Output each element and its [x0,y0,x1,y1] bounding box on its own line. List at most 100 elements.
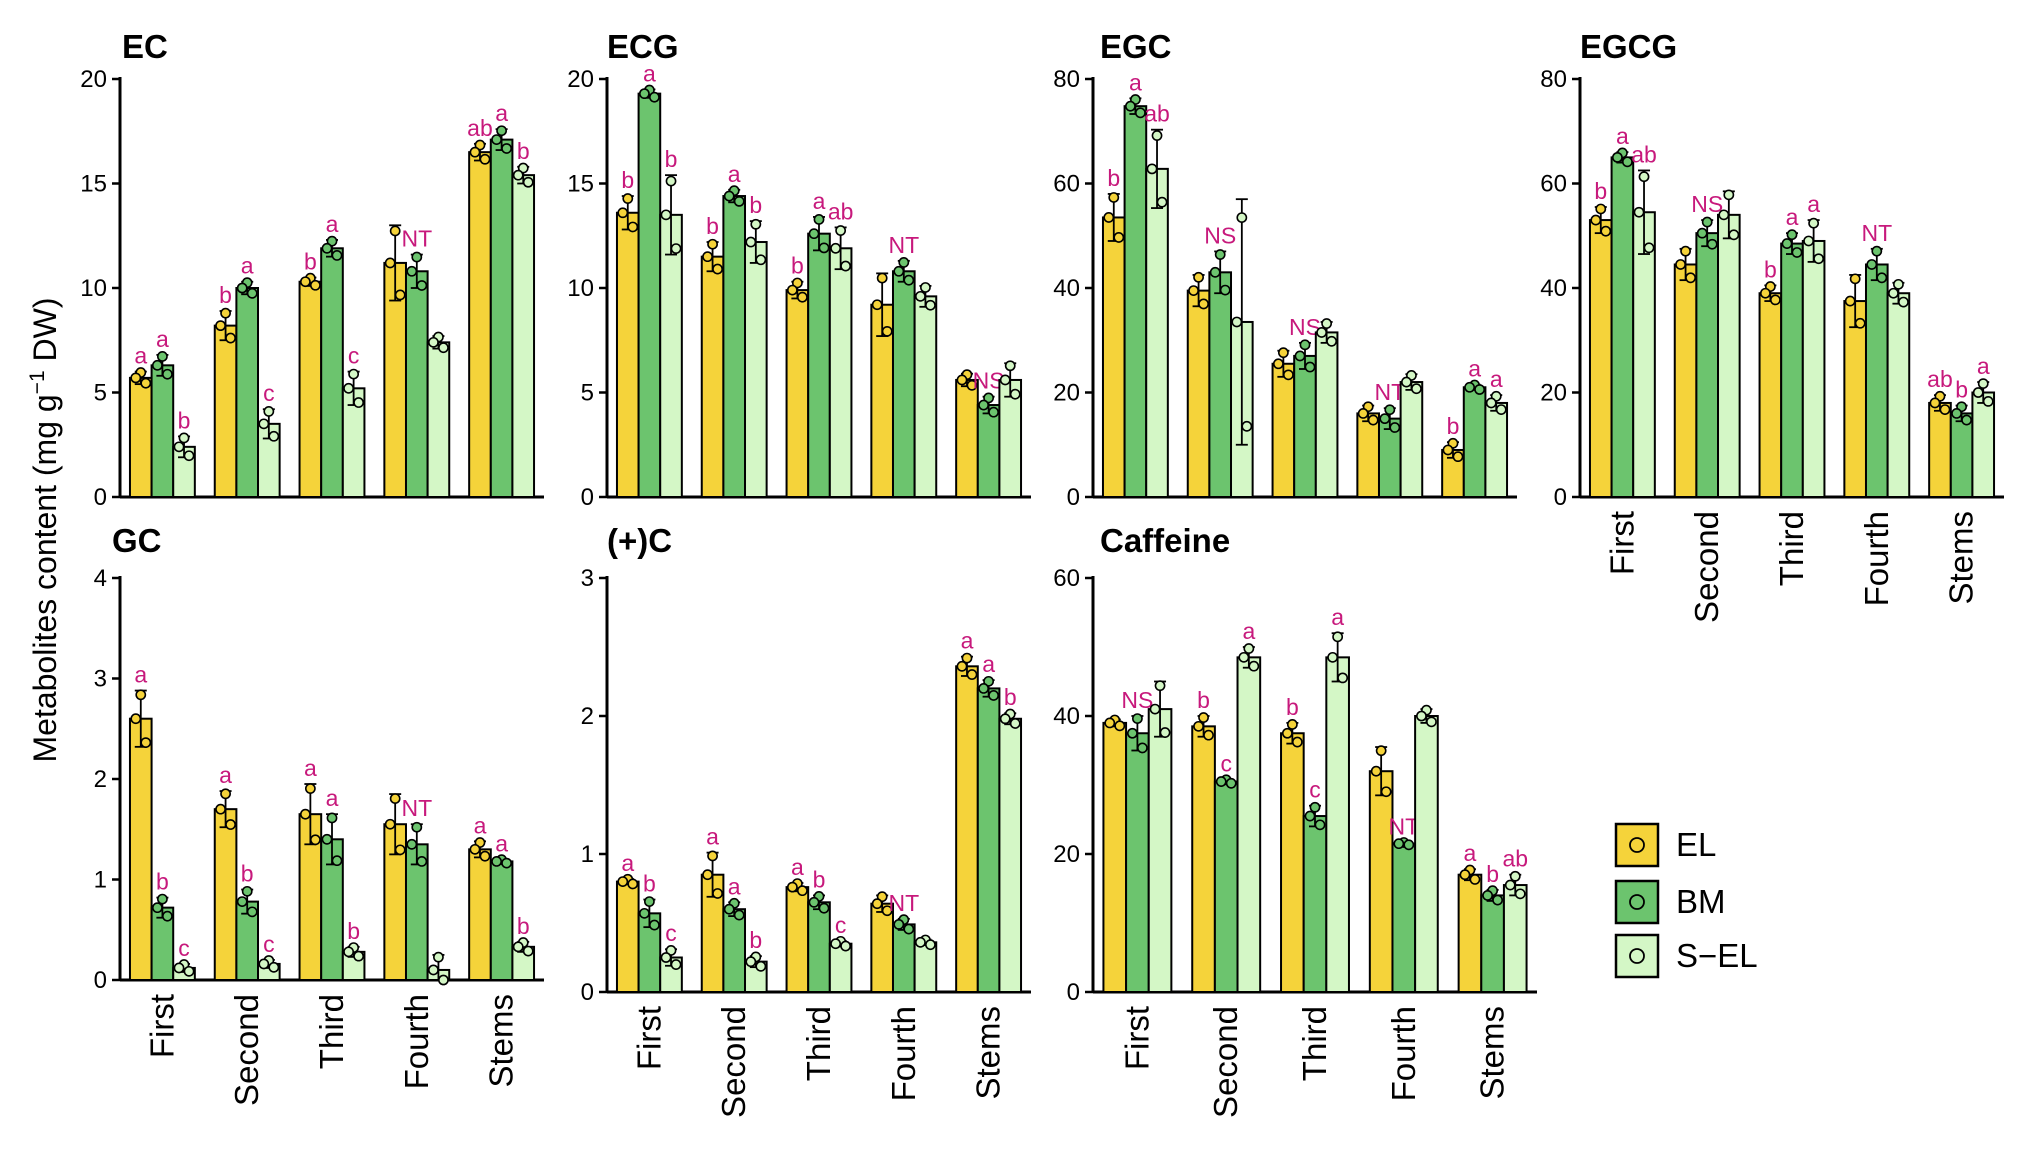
significance-letter: a [495,830,508,856]
significance-letter: b [791,253,804,279]
bar-el [870,902,894,993]
replicate-point [438,342,449,354]
replicate-point [236,896,248,908]
replicate-point [1238,651,1250,663]
bar-s-el [659,213,683,498]
x-tick-label: Stems [483,994,520,1088]
replicate-point [1416,710,1427,722]
replicate-point [220,307,231,319]
replicate-point [670,243,682,255]
replicate-point [920,282,931,293]
panel-title: ECG [607,28,679,65]
y-axis-label-superscript: −1 [26,370,49,394]
replicate-point [830,242,842,254]
replicate-point [707,850,718,862]
x-tick-label: Third [1773,511,1810,586]
y-tick-label: 0 [94,484,107,511]
bar-s-el [828,942,853,994]
replicate-point [1149,703,1161,715]
y-tick-label: 80 [1540,66,1567,93]
y-tick-label: 20 [1053,380,1080,407]
replicate-point [1482,890,1493,901]
bar-s-el [1886,292,1911,498]
bar-bm [1462,386,1487,498]
replicate-point [1137,742,1148,754]
replicate-point [1236,212,1248,223]
replicate-point [1127,727,1138,739]
bar-el [1673,263,1698,498]
replicate-point [1316,327,1328,338]
replicate-point [893,265,905,277]
replicate-point [893,918,905,930]
replicate-point [384,818,396,830]
y-axis-label-tail: DW) [27,298,63,371]
significance-letter: a [1807,191,1820,217]
y-tick-label: 1 [581,841,594,868]
replicate-point [1321,318,1333,329]
replicate-point [1866,259,1878,270]
replicate-point [1876,272,1888,284]
significance-letter: a [791,854,804,880]
bar-s-el [1632,211,1656,499]
replicate-point [1132,713,1143,724]
replicate-point [1125,100,1136,112]
bar-bm [1391,842,1417,994]
replicate-point [1248,660,1260,672]
bar-group-stems: b a a [1441,356,1509,499]
legend-label: S−EL [1676,937,1758,974]
replicate-point [326,235,338,247]
replicate-point [1492,894,1503,906]
replicate-point [173,962,185,974]
replicate-point [755,960,767,972]
replicate-point [1225,777,1237,789]
replicate-point [733,195,745,207]
bar-group-first: b a b [615,60,683,498]
replicate-point [479,153,491,165]
replicate-point [1393,838,1405,850]
replicate-point [1495,404,1507,416]
legend-label: EL [1676,826,1716,863]
replicate-point [389,225,401,237]
replicate-point [1728,229,1740,241]
y-tick-label: 20 [567,66,594,93]
replicate-point [135,689,147,701]
bar-bm [1949,412,1974,498]
replicate-point [1135,107,1146,119]
panel-egcg: EGCG020406080baabFirstNSSecondbaaThirdNT… [1540,28,2004,623]
bar-bm [891,923,916,994]
bar-s-el [1801,239,1826,498]
replicate-point [750,218,762,230]
replicate-point [983,675,994,687]
replicate-point [1299,339,1311,351]
replicate-point [956,660,968,672]
replicate-point [1277,347,1289,359]
legend: EL BM S−EL [1614,822,1758,979]
replicate-point [903,923,915,935]
x-tick-label: Fourth [1385,1006,1422,1101]
bar-group-third: aa b [298,755,366,981]
bar-bm [637,92,662,498]
bar-bm [1123,105,1148,498]
bar-bm [1480,894,1505,994]
replicate-point [348,368,360,380]
bar-group-third: b a ab [785,188,853,498]
bar-el [1102,721,1128,994]
replicate-point [326,812,338,824]
replicate-point [791,277,803,289]
replicate-point [1384,404,1396,416]
y-tick-label: 0 [581,979,594,1006]
significance-letter: ab [1144,101,1170,127]
replicate-point [639,88,650,100]
replicate-point [639,907,650,919]
replicate-point [522,176,534,188]
replicate-point [1215,776,1227,787]
x-tick-label: Fourth [1858,511,1895,606]
bar-el [1356,412,1380,498]
significance-letter: b [1004,684,1017,710]
significance-letter: ab [1631,141,1657,167]
replicate-point [173,441,185,453]
replicate-point [1282,369,1294,381]
significance-letter: c [835,912,847,938]
replicate-point [512,941,524,953]
replicate-point [1706,238,1718,250]
